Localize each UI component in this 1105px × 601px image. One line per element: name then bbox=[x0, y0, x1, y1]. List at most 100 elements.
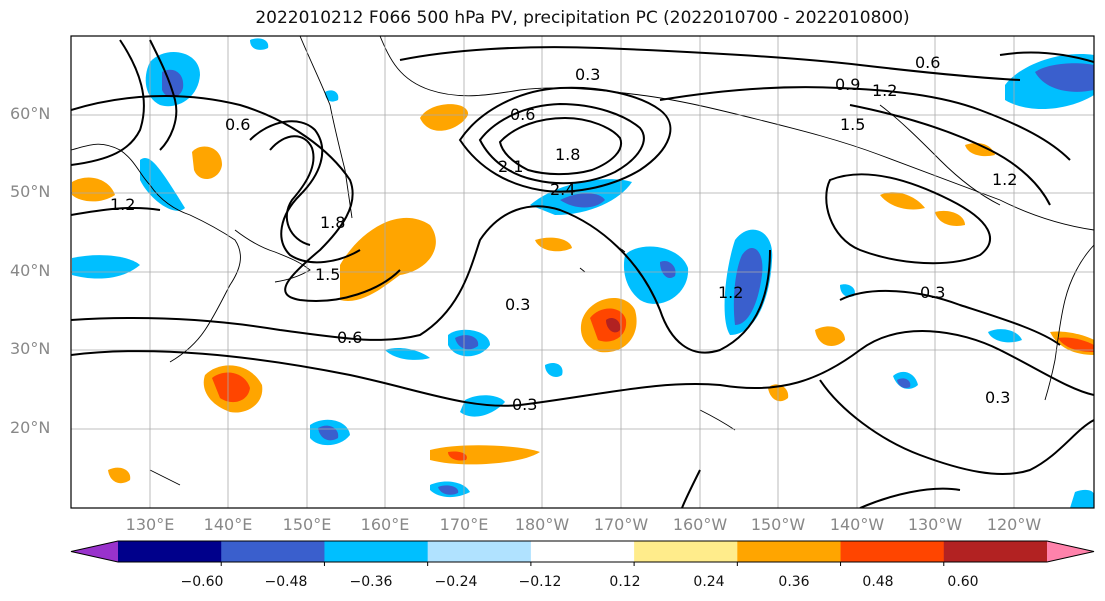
contour-line bbox=[478, 102, 645, 185]
contour-label: 0.3 bbox=[985, 388, 1010, 407]
colorbar-tick-label: −0.24 bbox=[434, 574, 478, 590]
shade-region bbox=[880, 192, 925, 210]
lon-label: 130°W bbox=[907, 515, 963, 534]
lon-label: 180°W bbox=[514, 515, 570, 534]
shade-region bbox=[988, 329, 1022, 343]
coastline-asia bbox=[71, 143, 241, 363]
colorbar-tick-label: 0.24 bbox=[693, 574, 725, 590]
colorbar-swatch bbox=[530, 541, 635, 562]
colorbar-arrow-high bbox=[1047, 541, 1094, 562]
lon-label: 160°W bbox=[672, 515, 728, 534]
contour-line bbox=[659, 86, 1071, 161]
contour-label: 1.2 bbox=[992, 170, 1017, 189]
shade-region bbox=[560, 193, 605, 208]
shade-region bbox=[840, 284, 855, 297]
colorbar-tick-label: 0.12 bbox=[609, 574, 641, 590]
colorbar-swatch bbox=[737, 541, 842, 562]
colorbar-swatch bbox=[324, 541, 429, 562]
colorbar-tick-label: −0.60 bbox=[180, 574, 224, 590]
shade-region bbox=[212, 372, 250, 403]
coastline-bc bbox=[879, 104, 1001, 206]
shaded-regions bbox=[72, 38, 1094, 508]
shade-region bbox=[192, 146, 222, 180]
colorbar-tick-label: −0.48 bbox=[264, 574, 308, 590]
shade-region bbox=[897, 378, 911, 389]
contour-label: 0.6 bbox=[915, 53, 940, 72]
contour-line bbox=[681, 469, 701, 508]
coastlines bbox=[71, 36, 1094, 486]
colorbar-tick-label: −0.12 bbox=[518, 574, 562, 590]
contour-line bbox=[819, 379, 1094, 476]
contour-label: 0.9 bbox=[835, 75, 860, 94]
shade-region bbox=[108, 467, 131, 484]
pv-contours bbox=[71, 39, 1094, 508]
colorbar-swatch bbox=[634, 541, 738, 562]
shade-region bbox=[325, 90, 339, 102]
contour-label: 0.6 bbox=[225, 115, 250, 134]
lon-label: 130°E bbox=[125, 515, 175, 534]
contour-line bbox=[399, 46, 1021, 81]
shade-region bbox=[660, 260, 676, 279]
shade-region bbox=[935, 210, 965, 226]
contour-labels: 0.3 0.6 0.9 1.2 1.5 1.8 2.1 2.4 0.6 1.2 … bbox=[110, 53, 1017, 414]
colorbar-tick-label: 0.48 bbox=[862, 574, 894, 590]
coastline-japan bbox=[234, 229, 311, 283]
coastline-kamchatka bbox=[299, 36, 353, 219]
shade-region bbox=[340, 217, 436, 301]
lat-label: 60°N bbox=[10, 104, 51, 123]
shade-region bbox=[965, 143, 995, 157]
contour-label: 0.3 bbox=[512, 395, 537, 414]
contour-line bbox=[71, 330, 1094, 407]
shade-region bbox=[460, 395, 505, 417]
contour-label: 2.1 bbox=[498, 157, 523, 176]
colorbar-swatch bbox=[840, 541, 945, 562]
contour-line bbox=[269, 135, 315, 246]
lat-label: 30°N bbox=[10, 339, 51, 358]
shade-region bbox=[250, 38, 269, 50]
colorbar-swatch bbox=[943, 541, 1048, 562]
gridlines bbox=[71, 36, 1094, 508]
coastline-alaska bbox=[379, 36, 1094, 231]
contour-line bbox=[498, 116, 623, 176]
colorbar-outline bbox=[70, 540, 1095, 563]
shade-region bbox=[606, 318, 621, 333]
contour-label: 1.5 bbox=[315, 265, 340, 284]
contour-label: 0.6 bbox=[337, 328, 362, 347]
contour-line bbox=[71, 39, 145, 166]
shade-region bbox=[1035, 63, 1094, 92]
coastline-islands bbox=[149, 247, 736, 486]
contour-line bbox=[71, 206, 161, 216]
contour-label: 0.3 bbox=[920, 283, 945, 302]
shade-region bbox=[420, 104, 469, 131]
contour-line bbox=[849, 104, 1051, 206]
contour-label: 1.2 bbox=[110, 195, 135, 214]
contour-label: 0.3 bbox=[505, 295, 530, 314]
shade-region bbox=[535, 237, 572, 252]
contour-line bbox=[249, 120, 361, 264]
colorbar-tick-label: 0.36 bbox=[778, 574, 810, 590]
contour-line bbox=[149, 39, 178, 151]
contour-label: 0.6 bbox=[510, 105, 535, 124]
shade-region bbox=[545, 363, 563, 377]
shade-region bbox=[815, 326, 845, 346]
lat-label: 40°N bbox=[10, 261, 51, 280]
shade-region bbox=[72, 255, 140, 279]
colorbar bbox=[70, 540, 1095, 566]
colorbar-tick-label: 0.60 bbox=[947, 574, 979, 590]
shade-region bbox=[385, 347, 430, 360]
shade-region bbox=[140, 158, 185, 211]
lon-label: 150°E bbox=[282, 515, 332, 534]
contour-line bbox=[71, 205, 771, 354]
shade-region bbox=[733, 247, 763, 325]
lon-label: 150°W bbox=[750, 515, 806, 534]
shade-region bbox=[623, 246, 689, 304]
lon-label: 140°E bbox=[203, 515, 253, 534]
contour-label: 1.2 bbox=[718, 283, 743, 302]
lon-label: 120°W bbox=[986, 515, 1042, 534]
map-frame bbox=[70, 35, 1095, 509]
contour-line bbox=[859, 487, 961, 508]
colorbar-tick-label: −0.36 bbox=[349, 574, 393, 590]
shade-region bbox=[455, 335, 479, 350]
colorbar-swatch bbox=[221, 541, 325, 562]
